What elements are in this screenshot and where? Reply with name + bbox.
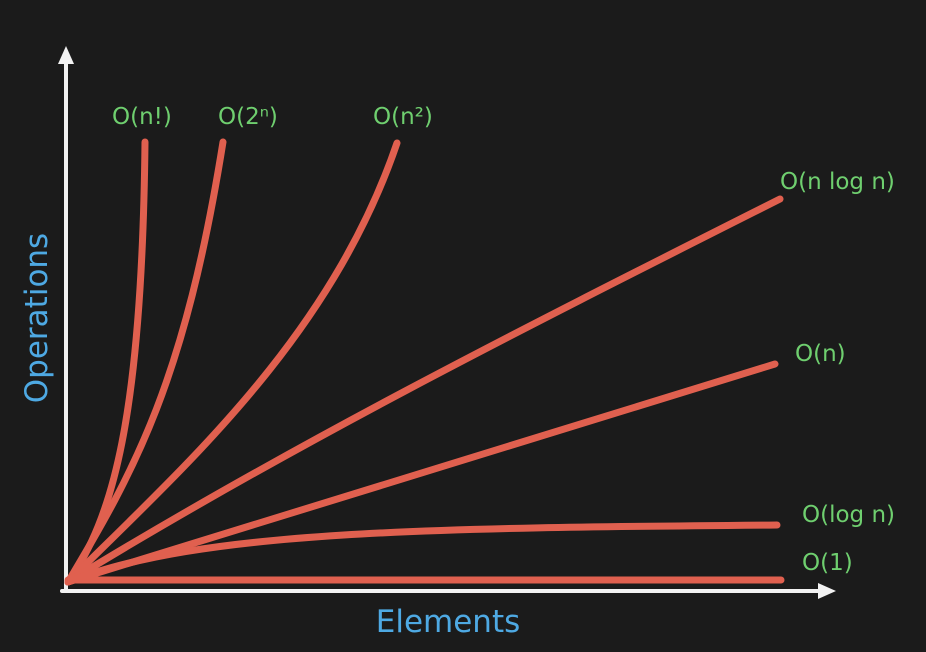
series-line-exponential [64, 138, 227, 586]
x-axis-arrow [818, 583, 836, 599]
series-label-exponential: O(2ⁿ) [218, 104, 278, 130]
series-label-factorial: O(n!) [112, 104, 172, 130]
x-axis-title: Elements [376, 604, 521, 640]
y-axis-title: Operations [19, 233, 55, 403]
series-label-linear: O(n) [795, 341, 846, 367]
series-label-log: O(log n) [802, 502, 895, 528]
series-line-n-log-n [64, 195, 784, 586]
series-label-constant: O(1) [802, 550, 853, 576]
y-axis-arrow [58, 46, 74, 64]
series-line-linear [64, 360, 779, 586]
series-line-quadratic [64, 139, 401, 586]
series-line-log [64, 521, 781, 586]
series-label-quadratic: O(n²) [373, 104, 433, 130]
series-label-n-log-n: O(n log n) [780, 169, 895, 195]
